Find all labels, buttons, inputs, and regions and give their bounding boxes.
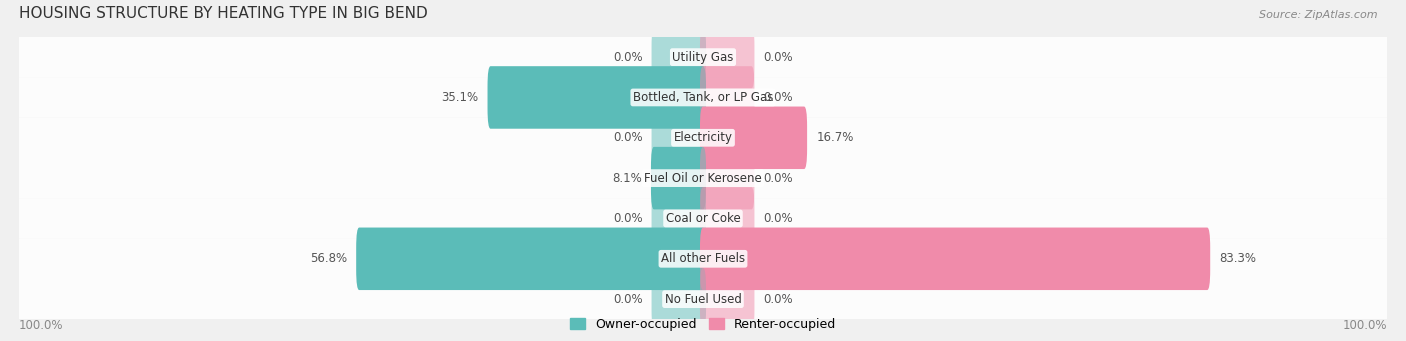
Legend: Owner-occupied, Renter-occupied: Owner-occupied, Renter-occupied xyxy=(565,313,841,336)
FancyBboxPatch shape xyxy=(651,147,706,209)
Text: 35.1%: 35.1% xyxy=(441,91,478,104)
FancyBboxPatch shape xyxy=(700,268,755,330)
FancyBboxPatch shape xyxy=(18,239,1388,279)
Text: 16.7%: 16.7% xyxy=(817,131,853,144)
FancyBboxPatch shape xyxy=(700,227,1211,290)
FancyBboxPatch shape xyxy=(651,26,706,88)
FancyBboxPatch shape xyxy=(18,158,1388,198)
FancyBboxPatch shape xyxy=(651,187,706,250)
Text: All other Fuels: All other Fuels xyxy=(661,252,745,265)
Text: Fuel Oil or Kerosene: Fuel Oil or Kerosene xyxy=(644,172,762,184)
Text: 56.8%: 56.8% xyxy=(309,252,347,265)
Text: 0.0%: 0.0% xyxy=(763,212,793,225)
FancyBboxPatch shape xyxy=(700,26,755,88)
Text: Source: ZipAtlas.com: Source: ZipAtlas.com xyxy=(1260,10,1378,20)
FancyBboxPatch shape xyxy=(700,147,755,209)
Text: No Fuel Used: No Fuel Used xyxy=(665,293,741,306)
Text: 0.0%: 0.0% xyxy=(763,50,793,64)
Text: 0.0%: 0.0% xyxy=(613,131,643,144)
FancyBboxPatch shape xyxy=(18,279,1388,319)
Text: HOUSING STRUCTURE BY HEATING TYPE IN BIG BEND: HOUSING STRUCTURE BY HEATING TYPE IN BIG… xyxy=(20,6,427,21)
FancyBboxPatch shape xyxy=(488,66,706,129)
FancyBboxPatch shape xyxy=(700,106,807,169)
FancyBboxPatch shape xyxy=(356,227,706,290)
FancyBboxPatch shape xyxy=(700,187,755,250)
Text: Bottled, Tank, or LP Gas: Bottled, Tank, or LP Gas xyxy=(633,91,773,104)
Text: Utility Gas: Utility Gas xyxy=(672,50,734,64)
Text: 0.0%: 0.0% xyxy=(613,293,643,306)
Text: Coal or Coke: Coal or Coke xyxy=(665,212,741,225)
FancyBboxPatch shape xyxy=(18,37,1388,77)
Text: 0.0%: 0.0% xyxy=(613,50,643,64)
Text: 0.0%: 0.0% xyxy=(613,212,643,225)
FancyBboxPatch shape xyxy=(651,268,706,330)
FancyBboxPatch shape xyxy=(700,66,755,129)
Text: 83.3%: 83.3% xyxy=(1219,252,1257,265)
FancyBboxPatch shape xyxy=(18,118,1388,158)
Text: 8.1%: 8.1% xyxy=(612,172,643,184)
FancyBboxPatch shape xyxy=(18,77,1388,118)
Text: Electricity: Electricity xyxy=(673,131,733,144)
FancyBboxPatch shape xyxy=(18,198,1388,239)
Text: 100.0%: 100.0% xyxy=(1343,319,1386,332)
Text: 0.0%: 0.0% xyxy=(763,91,793,104)
FancyBboxPatch shape xyxy=(651,106,706,169)
Text: 0.0%: 0.0% xyxy=(763,293,793,306)
Text: 100.0%: 100.0% xyxy=(20,319,63,332)
Text: 0.0%: 0.0% xyxy=(763,172,793,184)
